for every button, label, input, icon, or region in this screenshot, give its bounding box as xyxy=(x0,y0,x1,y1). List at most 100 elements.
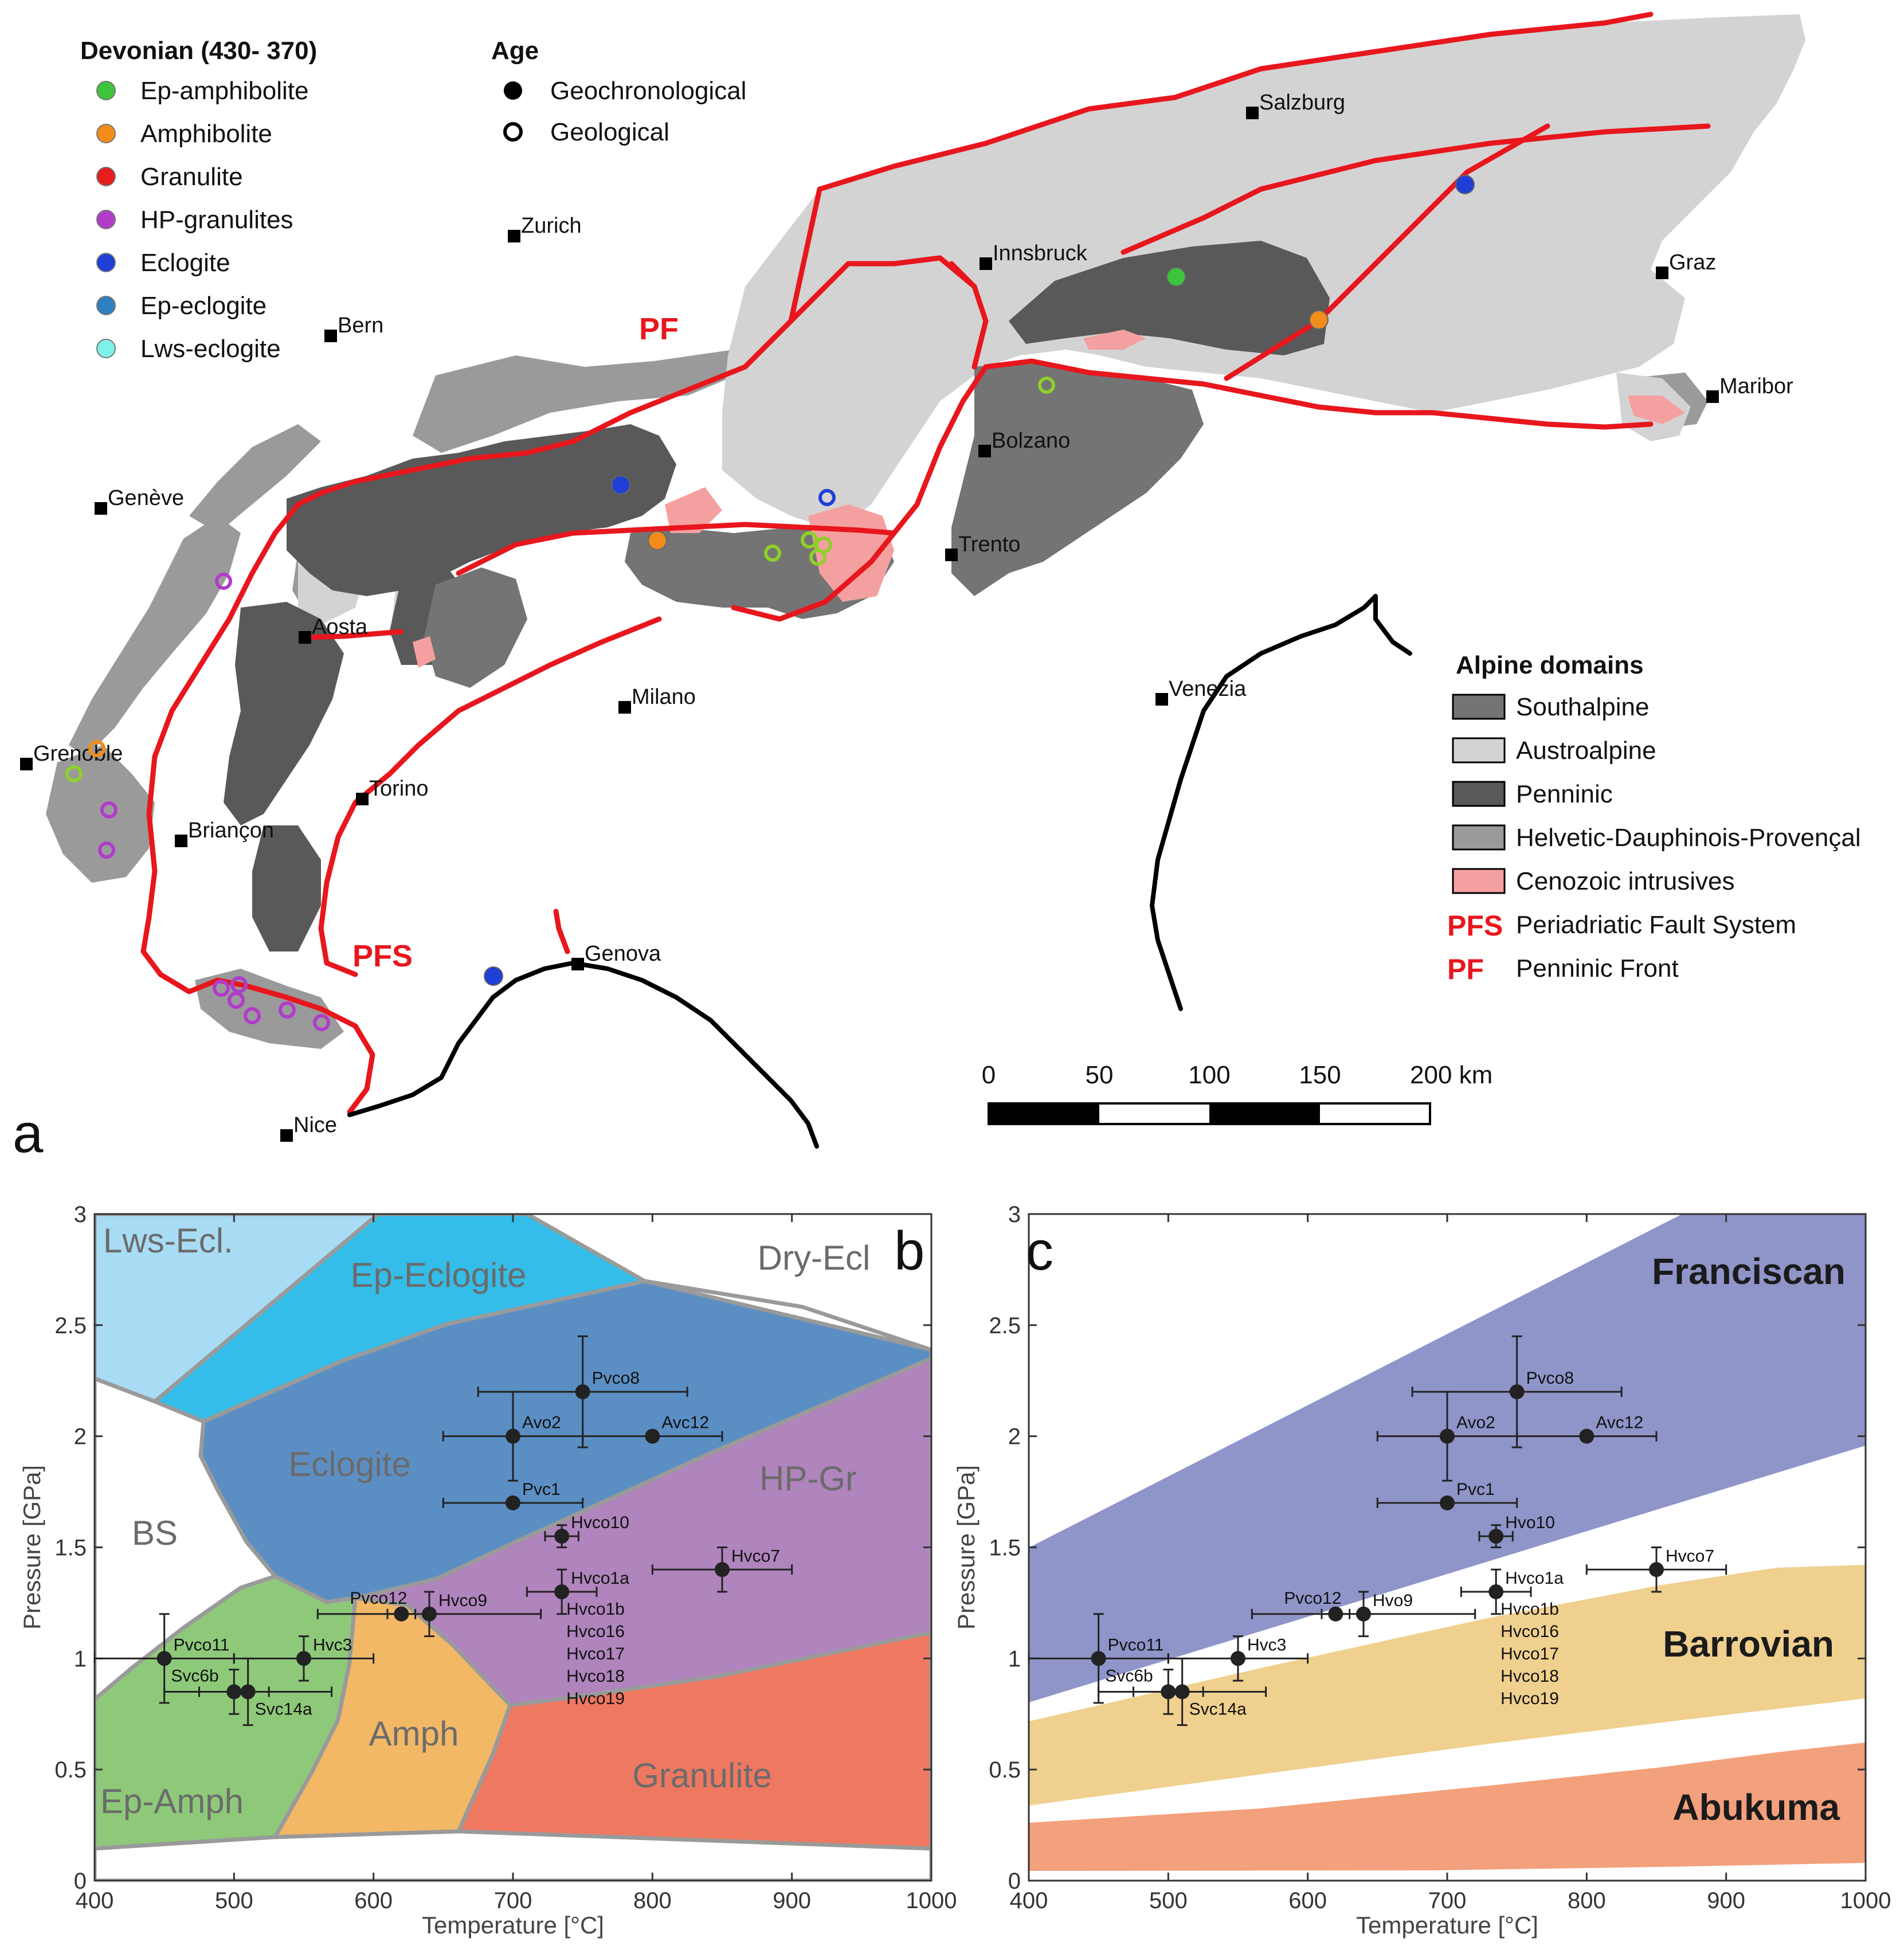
facies-base xyxy=(95,1829,931,1881)
legend-label-geological: Geological xyxy=(550,118,669,146)
city-label-venezia: Venezia xyxy=(1169,677,1247,701)
panel-label-a: a xyxy=(13,1103,44,1164)
legend-domains: Alpine domains Southalpine Austroalpine Pe… xyxy=(1447,651,1861,985)
fault-line xyxy=(742,255,977,370)
pt-diagram-facies: Lws-Ecl. Ep-Eclogite Dry-Ecl Eclogite HP-Gr B… xyxy=(18,1202,957,1939)
city-label-zurich: Zurich xyxy=(521,214,582,238)
legend-label-southalpine: Southalpine xyxy=(1516,693,1649,721)
panel-c-x-tick-label: 700 xyxy=(1428,1888,1467,1913)
pf-label: PF xyxy=(639,312,679,346)
city-marker-trento xyxy=(945,549,958,561)
map-sample-point xyxy=(215,573,232,590)
panel-b-sample-label-hvco10: Hvco10 xyxy=(571,1513,629,1532)
facies-granulite xyxy=(455,1630,931,1851)
panel-b-sample-point-pvc1 xyxy=(506,1495,520,1510)
city-marker-aosta xyxy=(299,631,311,644)
panel-b-y-axis-label: Pressure [GPa] xyxy=(18,1465,45,1630)
city-label-brian-on: Briançon xyxy=(188,819,274,843)
panel-b-y-tick-label: 0.5 xyxy=(54,1757,87,1783)
panel-c-sample-point-hvc3 xyxy=(1231,1651,1245,1666)
gradient-label-franciscan: Franciscan xyxy=(1652,1251,1846,1292)
panel-c-y-tick-label: 0.5 xyxy=(989,1757,1021,1783)
legend-label-eclogite: Eclogite xyxy=(140,249,230,277)
city-label-trento: Trento xyxy=(958,532,1020,557)
alps-map: Salzburg Zurich Innsbruck Graz Bern Maribor Bo… xyxy=(13,11,1861,1164)
panel-c-sample-label-hvc3: Hvc3 xyxy=(1247,1635,1286,1654)
panel-c-sample-point-hvco10 xyxy=(1488,1529,1504,1544)
map-sample-point xyxy=(764,545,781,562)
panel-c-sample-label-hvco10: Hvo10 xyxy=(1505,1513,1555,1532)
legend-label-geochronological: Geochronological xyxy=(550,77,746,105)
fault-line xyxy=(1121,123,1711,255)
panel-c-x-tick-label: 1000 xyxy=(1840,1888,1891,1913)
scale-tick-label: 200 km xyxy=(1410,1061,1492,1089)
panel-b-sample-point-svc14a xyxy=(240,1684,256,1700)
panel-c-sample-point-svc14a xyxy=(1174,1684,1190,1700)
scale-tick-label: 0 xyxy=(982,1061,996,1089)
penninic-domain xyxy=(224,602,344,825)
city-label-torino: Torino xyxy=(369,777,429,801)
legend-swatch-amphibolite xyxy=(96,124,116,143)
map-sample-point xyxy=(1166,267,1186,287)
city-label-grenoble: Grenoble xyxy=(33,742,123,766)
legend-swatch-cenozoic-intrusives xyxy=(1452,868,1506,894)
penninic-front-line xyxy=(570,11,1654,444)
facies-label-eclogite: Eclogite xyxy=(288,1445,410,1483)
facies-label-granulite: Granulite xyxy=(632,1756,771,1795)
panel-b-group-label-hvco16: Hvco16 xyxy=(566,1622,625,1641)
map-sample-point xyxy=(230,976,248,993)
panel-b-sample-point-hvco10 xyxy=(554,1529,570,1544)
panel-c-x-tick-label: 500 xyxy=(1149,1888,1188,1913)
scale-bar: 0 50 100 150 200 km xyxy=(982,1061,1492,1125)
city-marker-maribor xyxy=(1706,390,1719,403)
legend-abbr-pf: PF xyxy=(1447,953,1484,985)
panel-b-sample-label-pvco8: Pvco8 xyxy=(592,1369,640,1388)
legend-label-periadriatic-fault-system: Periadriatic Fault System xyxy=(1516,911,1796,939)
panel-b-sample-point-avc12 xyxy=(645,1428,660,1444)
city-marker-innsbruck xyxy=(980,257,992,270)
gradient-label-abukuma: Abukuma xyxy=(1672,1787,1840,1828)
panel-c-sample-label-svc6b: Svc6b xyxy=(1105,1666,1153,1685)
penninic-domain xyxy=(252,825,321,952)
city-label-graz: Graz xyxy=(1669,250,1716,275)
southalpine-domain xyxy=(424,567,527,688)
map-sample-point xyxy=(65,765,83,782)
panel-b-sample-point-avo2 xyxy=(506,1428,520,1444)
panel-c-x-axis-label: Temperature [°C] xyxy=(1356,1912,1538,1939)
panel-b-sample-point-hvc3 xyxy=(296,1651,311,1666)
panel-b-y-tick-label: 0 xyxy=(74,1869,87,1894)
legend-label-penninic: Penninic xyxy=(1516,780,1613,808)
legend-swatch-helvetic-dauphinois-proven-al xyxy=(1452,824,1506,851)
city-label-innsbruck: Innsbruck xyxy=(993,241,1088,265)
panel-c-sample-point-pvco8 xyxy=(1509,1384,1525,1400)
panel-c-sample-point-hvco1a xyxy=(1488,1584,1504,1600)
panel-b-sample-point-hvco9 xyxy=(422,1606,437,1622)
panel-b-sample-point-hvco7 xyxy=(715,1562,730,1577)
city-marker-milano xyxy=(618,701,631,714)
legend-label-granulite: Granulite xyxy=(140,163,243,191)
legend-label-penninic-front: Penninic Front xyxy=(1516,954,1679,982)
scale-tick-label: 100 xyxy=(1188,1061,1230,1089)
legend-label-ep-eclogite: Ep-eclogite xyxy=(140,292,267,320)
panel-b-group-label-hvco1b: Hvco1b xyxy=(566,1600,625,1619)
map-sample-point xyxy=(213,980,230,997)
city-marker-zurich xyxy=(508,230,520,242)
legend-devonian-title: Devonian (430- 370) xyxy=(80,37,317,65)
panel-c-y-tick-label: 1.5 xyxy=(989,1536,1021,1561)
panel-b-x-tick-label: 800 xyxy=(633,1888,672,1913)
city-marker-bolzano xyxy=(978,445,991,457)
legend-label-austroalpine: Austroalpine xyxy=(1516,737,1656,765)
pt-diagram-gradients: Franciscan Barrovian Abukuma 400 500 600 700 8… xyxy=(953,1202,1891,1939)
legend-swatch-penninic xyxy=(1452,781,1506,807)
legend-swatch-eclogite xyxy=(96,253,116,272)
fault-line xyxy=(731,530,897,622)
panel-b-sample-label-avc12: Avc12 xyxy=(661,1414,709,1432)
legend-label-lws-eclogite: Lws-eclogite xyxy=(140,335,281,363)
panel-b-sample-label-avo2: Avo2 xyxy=(522,1414,561,1432)
legend-swatch-ep-eclogite xyxy=(96,296,116,315)
panel-b-x-tick-label: 700 xyxy=(494,1888,532,1913)
map-sample-point xyxy=(818,489,836,506)
legend-swatch-granulite xyxy=(96,167,116,186)
southalpine-domain xyxy=(951,361,1204,596)
